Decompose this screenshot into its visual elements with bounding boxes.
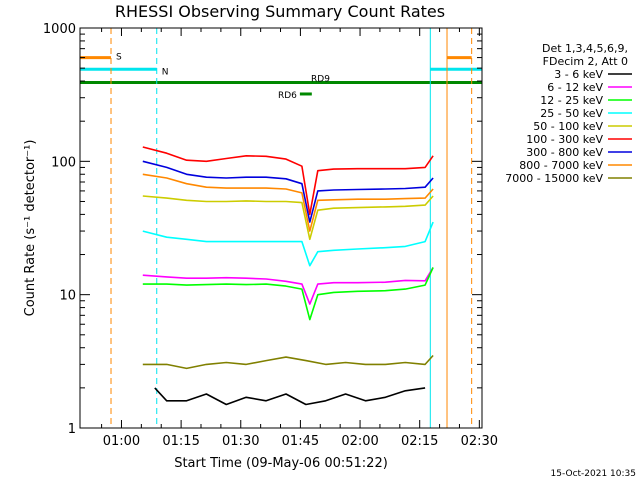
footer-date: 15-Oct-2021 10:35	[551, 469, 636, 479]
legend: Det 1,3,4,5,6,9,FDecim 2, Att 03 - 6 keV…	[505, 42, 632, 185]
flag-label-s: S	[116, 53, 122, 63]
x-tick-label-01-00: 01:00	[103, 434, 140, 449]
series-lines	[142, 146, 434, 406]
series-50-100-kev	[142, 195, 434, 241]
flag-label-n: N	[162, 67, 169, 77]
legend-label-12-25-kev: 12 - 25 keV	[540, 94, 603, 107]
legend-label-300-800-kev: 300 - 800 keV	[526, 146, 603, 159]
x-tick-label-02-30: 02:30	[461, 434, 498, 449]
flag-label-rd6: RD6	[278, 91, 297, 101]
x-axis: 01:00 01:15 01:30 01:45 02:00 02:15 02:30	[101, 28, 498, 449]
legend-label-50-100-kev: 50 - 100 keV	[533, 120, 603, 133]
x-tick-label-02-15: 02:15	[401, 434, 438, 449]
x-tick-label-02-00: 02:00	[341, 434, 378, 449]
series-12-25-kev	[142, 267, 434, 321]
series-25-50-kev	[142, 221, 434, 267]
x-tick-label-01-45: 01:45	[282, 434, 319, 449]
y-tick-label-100: 100	[51, 155, 76, 170]
flag-bars	[80, 56, 482, 96]
series-300-800-kev	[142, 160, 434, 223]
series-100-300-kev	[142, 146, 434, 216]
y-axis: 1 10 100 1000	[43, 22, 482, 437]
series-7000-15000-kev	[142, 354, 434, 370]
event-markers	[110, 28, 473, 428]
y-tick-label-1: 1	[68, 422, 76, 437]
series-3-6-kev	[154, 387, 426, 406]
legend-label-6-12-kev: 6 - 12 keV	[547, 81, 603, 94]
legend-header-0: Det 1,3,4,5,6,9,	[542, 42, 628, 55]
legend-label-3-6-kev: 3 - 6 keV	[554, 68, 603, 81]
chart-title: RHESSI Observing Summary Count Rates	[115, 2, 445, 21]
legend-label-800-7000-kev: 800 - 7000 keV	[519, 159, 603, 172]
legend-header-1: FDecim 2, Att 0	[543, 55, 628, 68]
flag-labels: S N RD9 RD6	[116, 53, 330, 101]
plot-frame	[79, 27, 483, 429]
y-tick-label-10: 10	[59, 289, 76, 304]
flag-label-rd9: RD9	[311, 75, 330, 85]
x-tick-label-01-15: 01:15	[162, 434, 199, 449]
series-800-7000-kev	[142, 173, 434, 232]
y-axis-label: Count Rate (s⁻¹ detector⁻¹)	[23, 140, 38, 317]
series-6-12-kev	[142, 267, 434, 305]
legend-label-100-300-kev: 100 - 300 keV	[526, 133, 603, 146]
x-tick-label-01-30: 01:30	[222, 434, 259, 449]
x-axis-label: Start Time (09-May-06 00:51:22)	[174, 456, 388, 471]
legend-label-7000-15000-kev: 7000 - 15000 keV	[505, 172, 603, 185]
legend-label-25-50-kev: 25 - 50 keV	[540, 107, 603, 120]
y-tick-label-1000: 1000	[43, 22, 76, 37]
